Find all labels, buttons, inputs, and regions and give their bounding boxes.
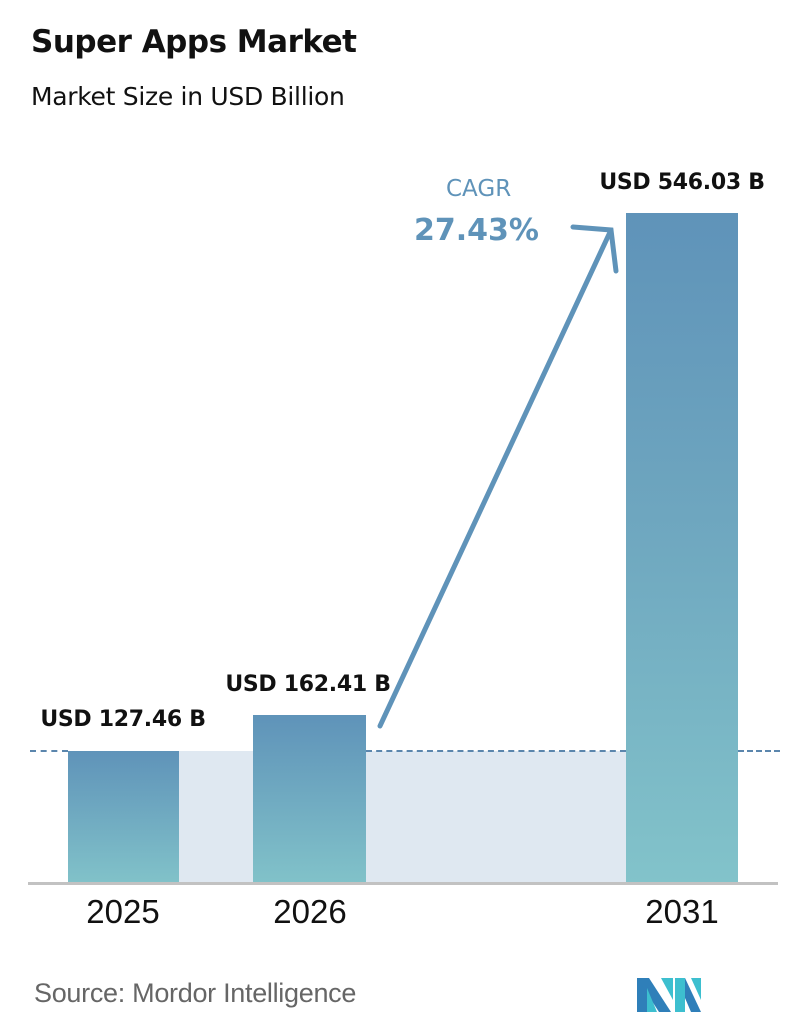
bar-2025 [68, 751, 179, 883]
cagr-label: CAGR [446, 176, 512, 202]
reference-dashed-line-right [738, 750, 780, 752]
x-label-2025: 2025 [86, 893, 160, 930]
x-label-2026: 2026 [273, 893, 347, 930]
reference-dashed-line-mid [366, 750, 626, 752]
x-label-2031: 2031 [645, 893, 719, 930]
cagr-value: 27.43% [414, 213, 539, 248]
bar-2031 [626, 213, 738, 883]
source-text: Source: Mordor Intelligence [34, 978, 357, 1008]
value-label-2031: USD 546.03 B [599, 170, 765, 195]
mordor-intelligence-logo-icon [637, 978, 701, 1012]
value-label-2025: USD 127.46 B [40, 707, 206, 732]
chart-title: Super Apps Market [31, 24, 357, 60]
x-axis-baseline [28, 882, 778, 885]
reference-dashed-line-left [30, 750, 68, 752]
bar-2026 [253, 715, 366, 883]
chart-subtitle: Market Size in USD Billion [31, 82, 345, 111]
value-label-2026: USD 162.41 B [225, 672, 391, 697]
